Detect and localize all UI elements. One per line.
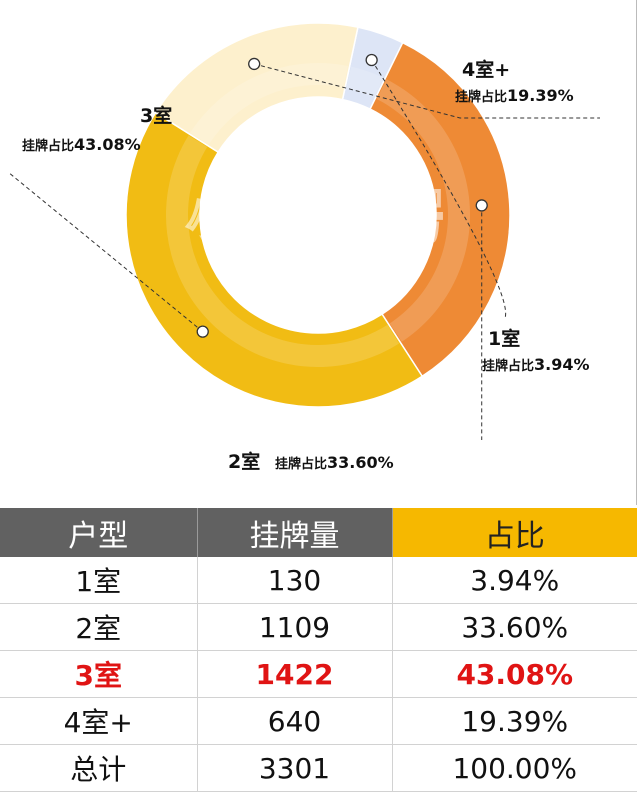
- slice-band-4室+: [190, 63, 349, 145]
- cell-count: 1109: [197, 603, 393, 651]
- table-row-highlighted: 3室 1422 43.08%: [0, 650, 637, 698]
- cell-count: 130: [197, 557, 393, 604]
- cell-share: 19.39%: [392, 697, 637, 745]
- label-dot-2室: [475, 199, 488, 212]
- header-share: 占比: [392, 508, 637, 557]
- cell-count: 3301: [197, 744, 393, 792]
- table-row: 2室 1109 33.60%: [0, 603, 637, 651]
- slice-band-3室: [166, 135, 400, 367]
- leader-line-4室+: [254, 63, 600, 119]
- cell-type: 3室: [0, 650, 198, 698]
- slice-percent-value-1室: 3.94%: [534, 355, 590, 374]
- table-header-row: 户型 挂牌量 占比: [0, 508, 637, 557]
- slice-band-1室: [346, 66, 384, 98]
- label-dot-4室+: [248, 57, 261, 71]
- slice-percent-label-4室+: 挂牌占比19.39%: [455, 86, 574, 105]
- label-dot-1室: [365, 53, 378, 67]
- table-row-total: 总计 3301 100.00%: [0, 744, 637, 792]
- table-row: 1室 130 3.94%: [0, 557, 637, 604]
- slice-percent-label-2室: 挂牌占比33.60%: [275, 453, 394, 472]
- label-dot-3室: [196, 325, 209, 338]
- slice-2室: [369, 41, 511, 378]
- cell-share: 43.08%: [392, 650, 637, 698]
- slice-percent-label-3室: 挂牌占比43.08%: [22, 135, 141, 154]
- cell-type: 4室+: [0, 697, 198, 745]
- donut-chart: 小胖看房 1室 挂牌占比3.94% 2室 挂牌占比33.60% 3室 挂牌占比43.08% 4…: [7, 0, 637, 505]
- slice-percent-value-2室: 33.60%: [327, 453, 394, 472]
- slice-percent-value-4室+: 19.39%: [507, 86, 574, 105]
- header-type: 户型: [0, 508, 198, 557]
- slice-band-2室: [376, 79, 470, 342]
- cell-share: 100.00%: [392, 744, 637, 792]
- header-count: 挂牌量: [197, 508, 393, 557]
- slice-name-3室: 3室: [140, 104, 172, 127]
- table-row: 4室+ 640 19.39%: [0, 697, 637, 745]
- cell-type: 总计: [0, 744, 198, 792]
- watermark-text: 小胖看房: [186, 179, 450, 252]
- leader-line-1室: [371, 59, 507, 319]
- cell-share: 3.94%: [392, 557, 637, 604]
- cell-type: 1室: [0, 557, 198, 604]
- summary-table-wrapper: 户型 挂牌量 占比 1室 130 3.94% 2室 1109 33.60% 3室…: [0, 508, 637, 792]
- slice-percent-value-3室: 43.08%: [74, 135, 141, 154]
- slice-4室+: [154, 22, 359, 154]
- cell-count: 640: [197, 697, 393, 745]
- slice-3室: [125, 111, 424, 408]
- slice-name-2室: 2室: [228, 450, 260, 473]
- cell-count: 1422: [197, 650, 393, 698]
- cell-share: 33.60%: [392, 603, 637, 651]
- slice-name-1室: 1室: [488, 327, 520, 350]
- summary-table: 户型 挂牌量 占比 1室 130 3.94% 2室 1109 33.60% 3室…: [0, 508, 637, 792]
- cell-type: 2室: [0, 603, 198, 651]
- slice-name-4室+: 4室+: [462, 58, 510, 81]
- slice-percent-label-1室: 挂牌占比3.94%: [482, 355, 590, 374]
